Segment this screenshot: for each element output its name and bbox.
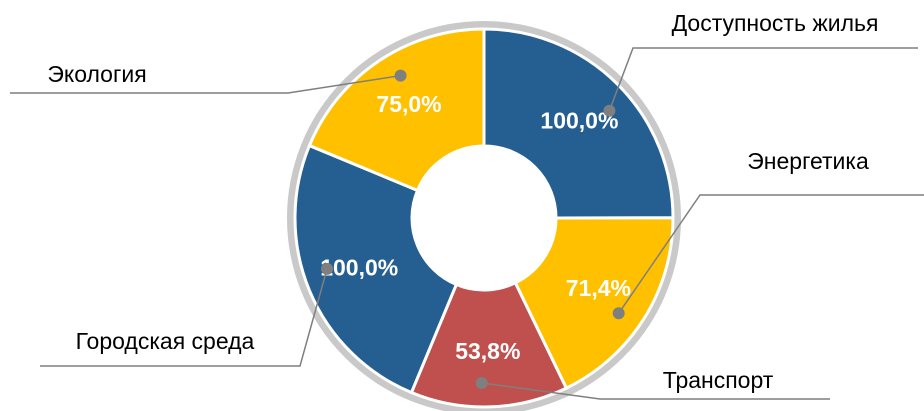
leader-dot xyxy=(475,376,488,389)
category-label: Городская среда xyxy=(76,328,255,354)
leader-dot xyxy=(612,307,625,320)
leader-dot xyxy=(394,69,407,82)
slice xyxy=(307,27,486,193)
category-label: Энергетика xyxy=(747,148,869,174)
value-label: 75,0% xyxy=(376,91,441,117)
slice xyxy=(293,143,459,395)
slice xyxy=(482,27,675,220)
leader-line xyxy=(40,268,328,367)
leader-dot xyxy=(603,104,616,117)
value-label: 71,4% xyxy=(566,275,631,301)
leader-line xyxy=(608,47,918,112)
leader-line xyxy=(481,382,830,400)
leader-line xyxy=(10,74,401,94)
leader-dot xyxy=(321,262,334,275)
value-label: 100,0% xyxy=(320,255,398,281)
value-label: 53,8% xyxy=(455,338,520,364)
slice xyxy=(513,216,675,391)
leader-line xyxy=(618,194,924,314)
slice xyxy=(409,280,569,409)
outer-ring xyxy=(287,21,681,411)
category-label: Экология xyxy=(47,61,146,87)
category-label: Доступность жилья xyxy=(672,10,879,36)
category-label: Транспорт xyxy=(663,367,774,393)
